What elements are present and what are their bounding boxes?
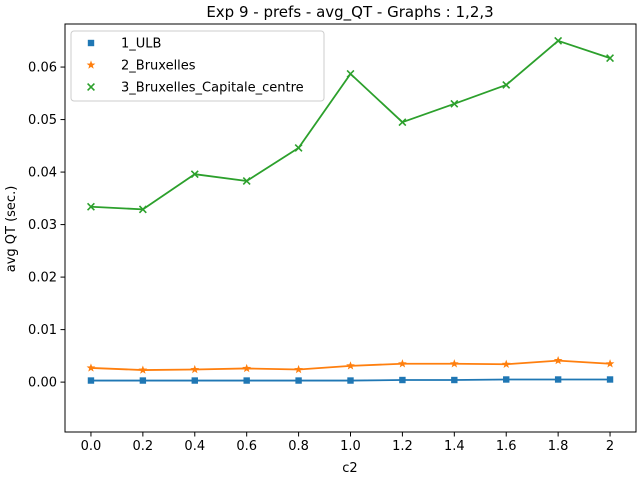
data-point bbox=[138, 365, 148, 374]
chart-title: Exp 9 - prefs - avg_QT - Graphs : 1,2,3 bbox=[206, 3, 493, 22]
data-point bbox=[398, 359, 407, 368]
plot-area: 0.0 0.2 0.4 0.6 0.8 1.0 1.2 1.4 1.6 1.8 2 0.00 0.01 0… bbox=[28, 23, 637, 454]
data-point bbox=[606, 376, 614, 383]
x-tick-label: 2 bbox=[606, 439, 614, 454]
data-point bbox=[86, 363, 96, 372]
series-3 bbox=[86, 36, 615, 214]
data-point bbox=[605, 359, 615, 368]
x-tick-label: 0.4 bbox=[184, 439, 205, 454]
data-point bbox=[190, 170, 199, 179]
data-point bbox=[502, 80, 511, 89]
y-tick-label: 0.00 bbox=[28, 376, 57, 391]
x-tick-label: 0.6 bbox=[236, 439, 257, 454]
y-axis-label: avg QT (sec.) bbox=[4, 186, 19, 273]
x-tick-label: 1.6 bbox=[496, 439, 517, 454]
legend-box bbox=[70, 30, 325, 102]
data-point bbox=[554, 376, 562, 383]
data-point bbox=[86, 202, 95, 211]
y-tick-label: 0.06 bbox=[28, 61, 57, 76]
legend-marker bbox=[87, 83, 95, 91]
legend-marker bbox=[86, 60, 96, 69]
data-point bbox=[451, 376, 458, 384]
data-point bbox=[399, 376, 406, 384]
data-point bbox=[501, 359, 511, 368]
x-tick-label: 1.4 bbox=[444, 439, 465, 454]
data-point bbox=[398, 118, 407, 127]
data-point bbox=[294, 364, 303, 374]
data-point bbox=[346, 69, 355, 78]
y-tick-label: 0.01 bbox=[28, 323, 57, 338]
x-axis-label: c2 bbox=[342, 461, 357, 476]
x-tick-label: 0.8 bbox=[288, 439, 309, 454]
series-1 bbox=[87, 376, 614, 384]
legend-label: 2_Bruxelles bbox=[121, 59, 196, 74]
data-point bbox=[346, 361, 355, 370]
data-point bbox=[243, 377, 250, 384]
data-point bbox=[449, 359, 459, 368]
data-point bbox=[139, 377, 147, 384]
data-point bbox=[606, 54, 615, 63]
legend-label: 3_Bruxelles_Capitale_centre bbox=[121, 81, 304, 96]
data-point bbox=[242, 177, 251, 185]
legend-marker bbox=[87, 39, 95, 47]
data-point bbox=[503, 376, 510, 383]
x-tick-label: 0.0 bbox=[81, 439, 102, 454]
y-tick-label: 0.04 bbox=[28, 166, 57, 181]
data-point bbox=[190, 364, 200, 374]
x-tick-label: 1.2 bbox=[392, 439, 413, 454]
data-point bbox=[347, 377, 354, 384]
data-point bbox=[554, 36, 563, 45]
data-point bbox=[191, 377, 198, 384]
data-point bbox=[294, 143, 303, 152]
data-point bbox=[295, 377, 302, 384]
data-point bbox=[450, 99, 459, 108]
data-point bbox=[553, 355, 563, 365]
y-tick-label: 0.03 bbox=[28, 218, 57, 233]
x-tick-label: 1.8 bbox=[548, 439, 569, 454]
x-tick-label: 1.0 bbox=[340, 439, 361, 454]
data-point bbox=[242, 363, 252, 373]
legend-label: 1_ULB bbox=[121, 37, 161, 52]
x-tick-label: 0.2 bbox=[133, 439, 154, 454]
legend: 1_ULB 2_Bruxelles 3_Bruxelles_Capitale_cen… bbox=[70, 30, 325, 102]
data-point bbox=[138, 205, 147, 214]
y-tick-label: 0.02 bbox=[28, 271, 57, 286]
y-tick-label: 0.05 bbox=[28, 113, 57, 128]
series-2 bbox=[86, 355, 615, 374]
data-point bbox=[87, 377, 95, 384]
